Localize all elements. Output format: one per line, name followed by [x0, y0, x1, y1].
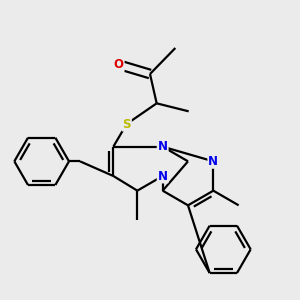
- Text: S: S: [122, 118, 131, 130]
- Text: N: N: [158, 140, 168, 153]
- Text: N: N: [208, 155, 218, 168]
- Text: O: O: [114, 58, 124, 71]
- Text: N: N: [158, 169, 168, 182]
